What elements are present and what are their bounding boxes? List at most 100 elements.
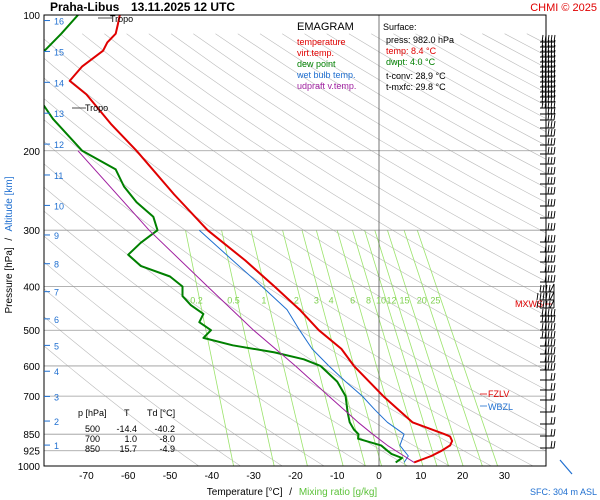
pressure-tick-label: 1000 (18, 462, 41, 473)
wind-barb (540, 64, 556, 73)
altitude-tick-label: 4 (54, 367, 59, 377)
station-name: Praha-Libus (50, 0, 120, 14)
table-header-td: Td [°C] (147, 408, 175, 418)
dry-adiabat-line (44, 77, 546, 410)
mixing-ratio-label: 10 (376, 296, 386, 306)
level-table: p [hPa] T Td [°C] 500 -14.4 -40.2 700 1.… (78, 408, 175, 454)
mixing-ratio-label: 4 (329, 296, 334, 306)
altitude-tick-label: 7 (54, 288, 59, 298)
dry-adiabat-line (215, 33, 546, 234)
wind-barb (540, 79, 556, 88)
dry-adiabat-line (44, 261, 325, 466)
table-cell: -14.4 (116, 424, 137, 434)
fzlv-label: FZLV (488, 389, 509, 399)
mixing-ratio-line (364, 230, 438, 466)
wind-barb (540, 330, 556, 339)
pressure-tick-label: 850 (23, 430, 40, 441)
wind-barb (540, 84, 556, 93)
altitude-tick-label: 1 (54, 441, 59, 451)
mixing-ratio-labels: 0.2 0.5 1 2 3 4 6 8 10 12 15 20 25 (190, 296, 440, 306)
dry-adiabat-line (44, 141, 534, 466)
wind-barb (540, 440, 556, 449)
wind-barb-surface (559, 459, 573, 475)
dry-adiabat-line (44, 316, 242, 466)
table-cell: -40.2 (154, 424, 175, 434)
legend-wet-bulb: wet bulb temp. (296, 70, 356, 80)
dry-adiabat-line (81, 33, 546, 334)
temperature-tick-label: -20 (288, 471, 303, 482)
wind-barb (540, 254, 556, 263)
legend-dew-point: dew point (297, 59, 336, 69)
table-cell: 15.7 (119, 444, 137, 454)
altitude-tick-label: 5 (54, 341, 59, 351)
dry-adiabat-line (44, 288, 283, 466)
wind-barb (540, 416, 556, 425)
dry-adiabat-line (59, 33, 546, 352)
mixing-ratio-label: 0.5 (227, 296, 240, 306)
temperature-tick-label: -70 (79, 471, 94, 482)
legend-title: EMAGRAM (297, 21, 354, 33)
mixing-ratio-line (301, 230, 366, 466)
credit-text: CHMI © 2025 (530, 2, 597, 14)
wind-barb (540, 264, 556, 273)
altitude-tick-label: 14 (54, 78, 64, 88)
wind-barb (540, 137, 556, 146)
mixing-ratio-label: 15 (400, 296, 410, 306)
altitude-tick-label: 16 (54, 17, 64, 27)
wind-barb (540, 128, 556, 137)
mixing-ratio-line (416, 230, 498, 466)
wind-barb (540, 94, 556, 103)
mixing-ratio-label: 2 (294, 296, 299, 306)
altitude-tick-label: 15 (54, 47, 64, 57)
dry-adiabat-line (504, 33, 546, 56)
wind-barb (540, 49, 556, 58)
wind-barb (540, 166, 556, 175)
wind-barb (540, 404, 556, 413)
dry-adiabat-line (193, 33, 546, 250)
temperature-tick-label: -40 (205, 471, 220, 482)
series-udpraft-v-temp-line (77, 150, 415, 463)
mixing-ratio-line (185, 230, 234, 466)
dry-adiabat-line (371, 33, 546, 133)
pressure-gridlines (44, 150, 546, 452)
legend-virt-temp: virt.temp. (297, 48, 334, 58)
series-wet-bulb-temp-line (198, 229, 409, 463)
wind-barb (540, 338, 556, 347)
series-temperature-line (68, 15, 454, 464)
dry-adiabat-line (549, 34, 600, 476)
pressure-tick-label: 700 (23, 392, 40, 403)
pressure-tick-labels: 100 200 300 400 500 600 700 850 925 1000 (18, 11, 41, 473)
pressure-tick-label: 400 (23, 283, 40, 294)
temperature-tick-labels: -70 -60 -50 -40 -30 -20 -10 0 10 20 30 (79, 471, 510, 482)
surface-info: Surface: press: 982.0 hPa temp: 8.4 °C d… (383, 22, 454, 92)
dry-adiabat-line (44, 186, 451, 466)
pressure-tick-label: 600 (23, 362, 40, 373)
mixing-ratio-label: 25 (430, 296, 440, 306)
table-cell: 850 (85, 444, 100, 454)
dry-adiabat-line (44, 57, 546, 391)
dry-adiabat-line (282, 33, 546, 189)
mixing-ratio-line (403, 230, 483, 466)
mixing-ratio-label: 0.2 (190, 296, 203, 306)
mixing-ratio-line (336, 230, 406, 466)
y-axis-label-altitude: Altitude [km] (4, 176, 15, 231)
dry-adiabat-line (44, 210, 409, 466)
wind-barb (540, 120, 556, 129)
wind-barb (540, 314, 556, 323)
altitude-tick-label: 2 (54, 417, 59, 427)
wind-barb (540, 34, 556, 43)
wind-barb (540, 89, 556, 98)
temperature-tick-label: -10 (330, 471, 345, 482)
sounding-series (44, 15, 454, 464)
table-cell: -8.0 (159, 434, 175, 444)
wind-barb (540, 428, 556, 437)
wind-barb (540, 346, 556, 355)
altitude-tick-label: 9 (54, 231, 59, 241)
dry-adiabat-line (44, 119, 546, 452)
pressure-tick-label: 200 (23, 147, 40, 158)
table-cell: -4.9 (159, 444, 175, 454)
wind-barb (540, 372, 556, 381)
pressure-tick-label: 500 (23, 326, 40, 337)
temperature-tick-label: -30 (246, 471, 261, 482)
